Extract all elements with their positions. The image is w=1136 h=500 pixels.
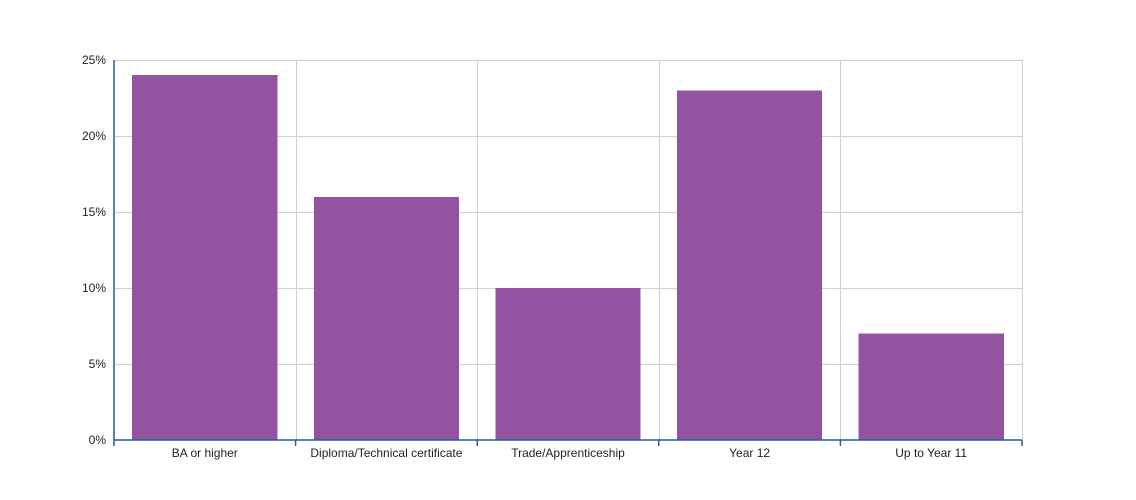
y-tick-label: 0%	[89, 433, 107, 447]
y-tick-label: 25%	[82, 53, 106, 67]
bar	[676, 90, 823, 441]
y-tick-label: 15%	[82, 205, 106, 219]
y-tick-label: 5%	[89, 357, 107, 371]
bar	[132, 75, 278, 440]
y-axis-tick-labels: 0% 5% 10% 15% 20% 25%	[82, 53, 106, 447]
x-axis-tick-labels: BA or higher Diploma/Technical certificat…	[172, 446, 968, 460]
x-tick-label: BA or higher	[172, 446, 238, 460]
bar	[495, 288, 641, 440]
x-tick-label: Year 12	[729, 446, 770, 460]
y-tick-label: 20%	[82, 129, 106, 143]
y-tick-label: 10%	[82, 281, 106, 295]
x-tick-label: Trade/Apprenticeship	[511, 446, 625, 460]
bar	[858, 333, 1004, 440]
x-tick-label: Diploma/Technical certificate	[310, 446, 462, 460]
x-tick-label: Up to Year 11	[895, 446, 967, 460]
bar	[313, 196, 460, 440]
chart-axes	[113, 60, 1023, 446]
chart-bars	[132, 75, 1004, 441]
